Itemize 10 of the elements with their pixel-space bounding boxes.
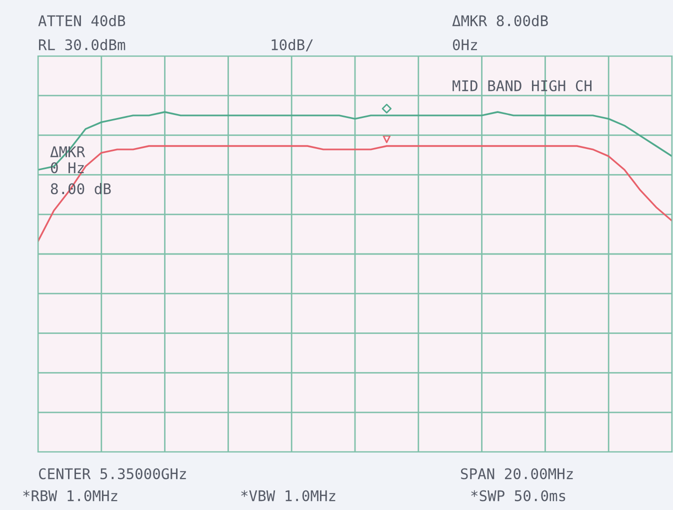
text: SPAN 20.00MHz bbox=[460, 468, 573, 480]
text: ATTEN 40dB bbox=[38, 14, 126, 26]
text: RL 30.0dBm bbox=[39, 38, 126, 50]
text: 10dB/ bbox=[272, 38, 313, 52]
text: *RBW 1.0MHz bbox=[23, 490, 118, 502]
text: CENTER 5.35000GHz bbox=[38, 468, 186, 480]
text: *SWP 50.0ms bbox=[471, 490, 566, 502]
text: 0Hz bbox=[452, 39, 477, 50]
text: *VBW 1.0MHz bbox=[241, 490, 336, 502]
text: ΔMKR 8.00dB bbox=[452, 14, 548, 26]
